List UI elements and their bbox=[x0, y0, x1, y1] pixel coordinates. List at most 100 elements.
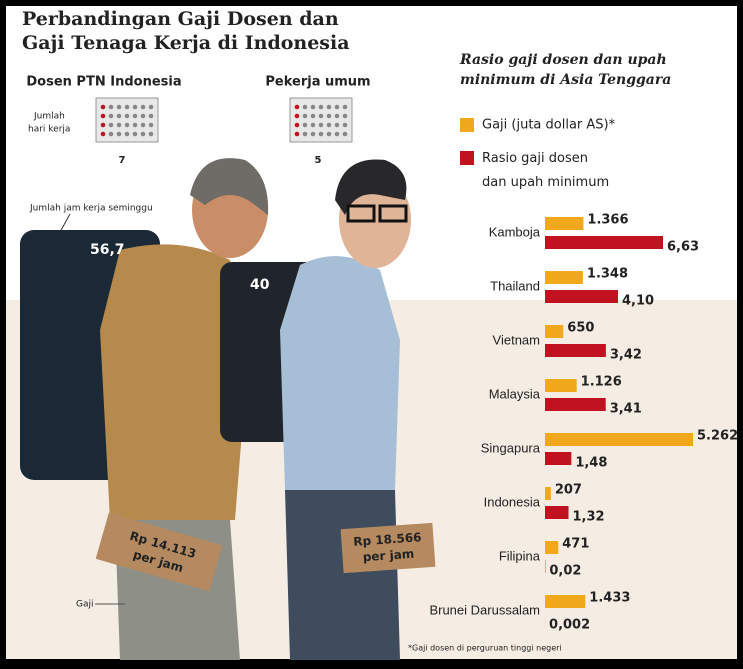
calendar-day bbox=[335, 123, 340, 128]
calendar-day bbox=[319, 132, 324, 137]
calendar-day bbox=[295, 105, 300, 110]
calendar-day bbox=[295, 114, 300, 119]
bar bbox=[545, 325, 563, 338]
days-label: Jumlah bbox=[33, 112, 65, 122]
title-line: Perbandingan Gaji Dosen dan bbox=[22, 8, 339, 30]
group-label: Pekerja umum bbox=[265, 75, 370, 90]
calendar-day bbox=[125, 132, 130, 137]
value-label: 5.262 bbox=[697, 429, 738, 444]
calendar-day bbox=[101, 132, 106, 137]
category-label: Brunei Darussalam bbox=[429, 602, 540, 617]
calendar-day bbox=[335, 132, 340, 137]
calendar-day bbox=[149, 114, 154, 119]
value-label: 207 bbox=[555, 483, 582, 498]
group-label: Dosen PTN Indonesia bbox=[26, 75, 181, 90]
calendar-day bbox=[149, 123, 154, 128]
calendar-day bbox=[133, 105, 138, 110]
bar bbox=[545, 271, 583, 284]
bar bbox=[545, 379, 577, 392]
calendar-day bbox=[125, 114, 130, 119]
calendar-day bbox=[327, 105, 332, 110]
calendar-day bbox=[141, 132, 146, 137]
calendar-day bbox=[303, 123, 308, 128]
bar bbox=[545, 217, 583, 230]
title-line: Gaji Tenaga Kerja di Indonesia bbox=[22, 32, 350, 54]
calendar-day bbox=[327, 132, 332, 137]
category-label: Malaysia bbox=[489, 386, 541, 401]
category-label: Singapura bbox=[481, 440, 541, 455]
calendar-day bbox=[327, 114, 332, 119]
days-value: 7 bbox=[119, 155, 126, 166]
bar bbox=[545, 398, 606, 411]
bar bbox=[545, 452, 571, 465]
calendar-day bbox=[133, 114, 138, 119]
value-label: 6,63 bbox=[667, 240, 699, 255]
value-label: 471 bbox=[562, 537, 589, 552]
bar bbox=[545, 290, 618, 303]
calendar-day bbox=[101, 105, 106, 110]
calendar-day bbox=[295, 132, 300, 137]
calendar-day bbox=[117, 132, 122, 137]
calendar-day bbox=[335, 105, 340, 110]
hours-value: 40 bbox=[250, 277, 270, 293]
calendar-day bbox=[311, 105, 316, 110]
calendar-day bbox=[117, 105, 122, 110]
calendar-day bbox=[311, 132, 316, 137]
value-label: 650 bbox=[567, 321, 594, 336]
value-label: 1.126 bbox=[581, 375, 622, 390]
category-label: Filipina bbox=[499, 548, 541, 563]
calendar-day bbox=[343, 132, 348, 137]
value-label: 1,32 bbox=[572, 510, 604, 525]
calendar-day bbox=[141, 123, 146, 128]
calendar-day bbox=[343, 105, 348, 110]
calendar-day bbox=[117, 114, 122, 119]
calendar-day bbox=[335, 114, 340, 119]
bar bbox=[545, 236, 663, 249]
calendar-day bbox=[141, 114, 146, 119]
chart-title: minimum di Asia Tenggara bbox=[460, 72, 671, 88]
calendar-day bbox=[149, 105, 154, 110]
legend-swatch bbox=[460, 151, 474, 165]
calendar-day bbox=[109, 114, 114, 119]
days-value: 5 bbox=[315, 155, 322, 166]
calendar-day bbox=[101, 114, 106, 119]
calendar-day bbox=[133, 132, 138, 137]
bar bbox=[545, 344, 606, 357]
calendar-day bbox=[149, 132, 154, 137]
calendar-day bbox=[327, 123, 332, 128]
hours-label: Jumlah jam kerja seminggu bbox=[29, 204, 153, 214]
calendar-day bbox=[295, 123, 300, 128]
calendar-day bbox=[133, 123, 138, 128]
calendar-day bbox=[303, 105, 308, 110]
value-label: 1.366 bbox=[587, 213, 628, 228]
value-label: 3,42 bbox=[610, 348, 642, 363]
calendar-day bbox=[311, 123, 316, 128]
value-label: 3,41 bbox=[610, 402, 642, 417]
value-label: 0,02 bbox=[549, 564, 581, 579]
value-label: 4,10 bbox=[622, 294, 654, 309]
calendar-day bbox=[117, 123, 122, 128]
calendar-day bbox=[141, 105, 146, 110]
value-label: 0,002 bbox=[549, 618, 590, 633]
bar bbox=[545, 487, 551, 500]
calendar-day bbox=[109, 105, 114, 110]
calendar-day bbox=[303, 114, 308, 119]
days-label: hari kerja bbox=[28, 125, 70, 135]
value-label: 1,48 bbox=[575, 456, 607, 471]
calendar-day bbox=[303, 132, 308, 137]
footnote: *Gaji dosen di perguruan tinggi negeri bbox=[408, 644, 562, 653]
calendar-day bbox=[311, 114, 316, 119]
category-label: Kamboja bbox=[489, 224, 541, 239]
calendar-day bbox=[319, 123, 324, 128]
calendar-day bbox=[343, 123, 348, 128]
wage-label: Gaji bbox=[76, 600, 94, 610]
calendar-day bbox=[109, 123, 114, 128]
calendar-day bbox=[319, 105, 324, 110]
value-label: 1.433 bbox=[589, 591, 630, 606]
bar bbox=[545, 506, 568, 519]
legend-swatch bbox=[460, 118, 474, 132]
hours-value: 56,7 bbox=[90, 242, 125, 258]
calendar-day bbox=[101, 123, 106, 128]
category-label: Thailand bbox=[490, 278, 540, 293]
bar bbox=[545, 541, 558, 554]
